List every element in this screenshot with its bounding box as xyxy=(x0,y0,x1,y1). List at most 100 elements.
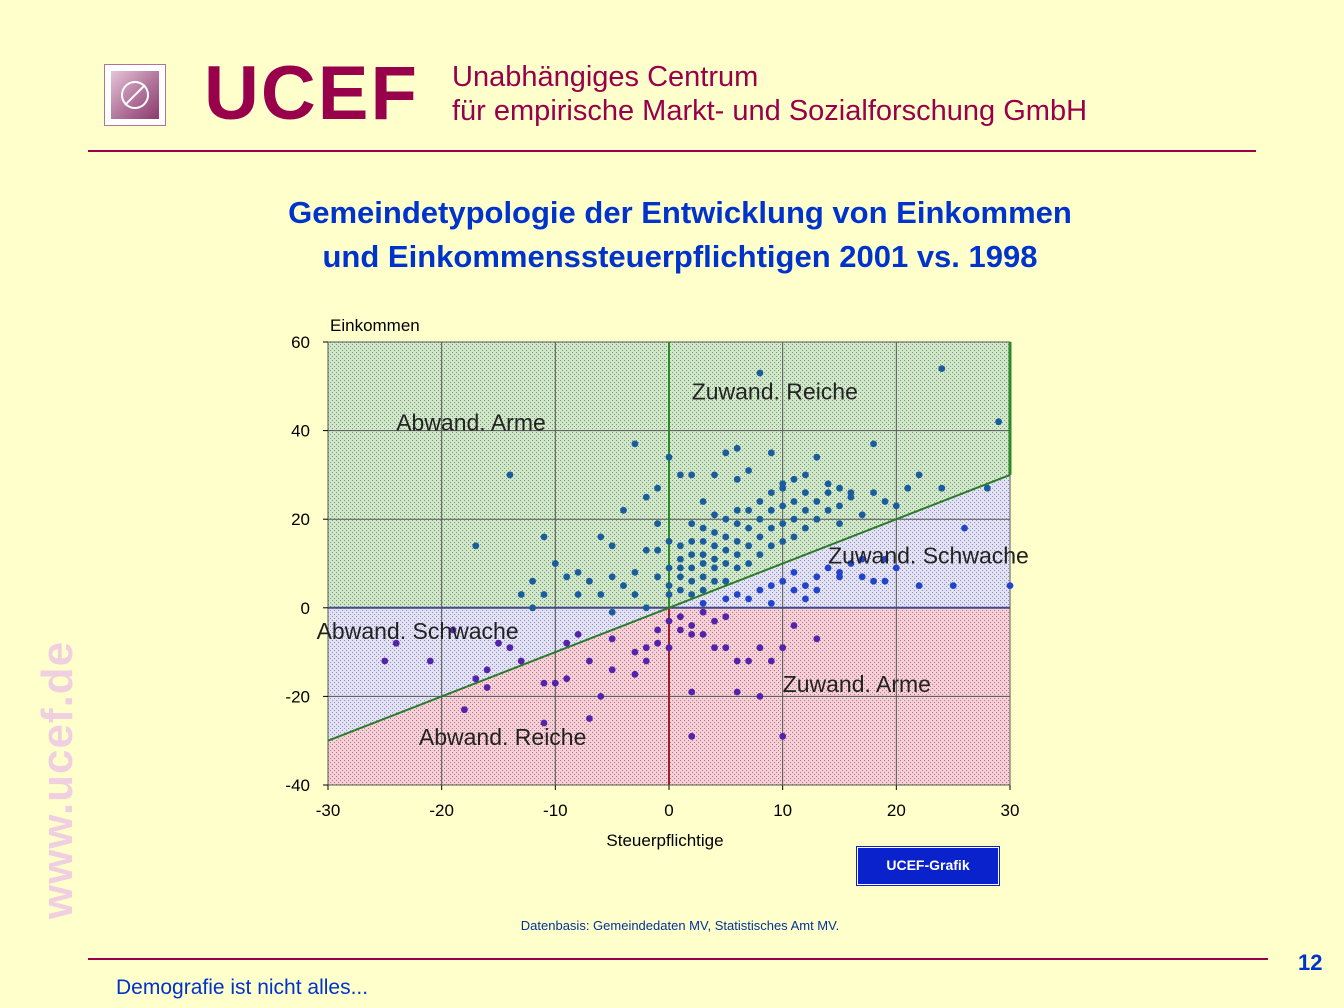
data-point xyxy=(688,591,696,598)
data-point xyxy=(631,670,639,678)
header-divider xyxy=(88,150,1256,152)
footer-text: Demografie ist nicht alles... xyxy=(116,976,369,999)
data-point xyxy=(551,679,559,687)
zone-label: Zuwand. Arme xyxy=(783,671,931,697)
x-tick-label: 10 xyxy=(773,801,792,820)
data-point xyxy=(733,444,741,452)
data-point xyxy=(790,569,798,576)
data-point xyxy=(733,520,741,527)
data-point xyxy=(540,719,548,727)
data-point xyxy=(631,648,639,656)
data-point xyxy=(756,586,764,594)
data-point xyxy=(847,560,855,567)
data-point xyxy=(654,484,661,492)
data-point xyxy=(620,582,627,589)
data-point xyxy=(654,626,661,634)
data-point xyxy=(426,657,434,665)
data-point xyxy=(915,582,923,589)
data-point xyxy=(813,515,821,523)
x-tick-label: 20 xyxy=(887,801,906,820)
data-point xyxy=(472,675,480,683)
data-point xyxy=(677,626,684,634)
data-point xyxy=(381,657,389,665)
data-point xyxy=(461,706,468,714)
data-point xyxy=(563,675,571,683)
brand-subtitle-line1: Unabhängiges Centrum xyxy=(452,61,759,93)
data-point xyxy=(495,639,502,647)
y-axis-label: Einkommen xyxy=(330,316,420,335)
data-point xyxy=(767,524,775,532)
data-point xyxy=(733,551,741,558)
data-point xyxy=(733,591,741,598)
data-point xyxy=(699,608,707,616)
data-point xyxy=(813,573,821,581)
data-point xyxy=(631,440,639,448)
data-point xyxy=(745,542,752,550)
data-point xyxy=(688,622,696,629)
data-point xyxy=(665,617,673,625)
data-point xyxy=(711,617,718,625)
data-point xyxy=(756,693,764,700)
page-number: 12 xyxy=(1298,950,1323,975)
data-point xyxy=(870,489,877,496)
data-point xyxy=(892,502,900,510)
ucef-logo-icon xyxy=(104,64,166,126)
brand-subtitle-line2: für empirische Markt- und Sozialforschun… xyxy=(452,95,1088,127)
data-point xyxy=(767,449,775,457)
brand-name: UCEF xyxy=(204,51,419,136)
data-point xyxy=(597,693,605,700)
data-point xyxy=(642,604,650,612)
data-point xyxy=(540,533,548,541)
points-layer xyxy=(381,365,1014,740)
x-tick-label: -30 xyxy=(316,801,341,820)
slide-title-line1: Gemeindetypologie der Entwicklung von Ei… xyxy=(288,195,1072,230)
data-point xyxy=(722,644,730,652)
data-point xyxy=(586,657,593,665)
data-point xyxy=(722,515,730,523)
data-point xyxy=(597,591,605,598)
data-point xyxy=(745,524,752,532)
data-point xyxy=(688,631,696,638)
data-point xyxy=(392,639,400,647)
y-tick-label: -40 xyxy=(285,776,310,795)
data-point xyxy=(540,591,548,598)
data-point xyxy=(756,551,764,558)
data-point xyxy=(529,604,536,612)
data-point xyxy=(631,591,639,598)
data-point xyxy=(802,506,809,514)
data-point xyxy=(995,418,1002,426)
data-point xyxy=(665,644,673,652)
data-point xyxy=(824,480,832,488)
data-point xyxy=(756,369,764,377)
data-point xyxy=(756,515,764,523)
data-point xyxy=(904,484,912,492)
data-point xyxy=(540,679,548,687)
data-point xyxy=(642,546,650,554)
data-point xyxy=(790,622,798,629)
y-tick-label: 0 xyxy=(301,599,310,618)
data-point xyxy=(733,506,741,514)
data-point xyxy=(586,577,593,585)
data-point xyxy=(733,538,741,545)
data-point xyxy=(745,467,752,474)
data-point xyxy=(767,542,775,550)
data-point xyxy=(711,471,718,479)
data-point xyxy=(608,608,616,616)
data-point xyxy=(642,644,650,652)
data-point xyxy=(767,506,775,514)
data-point xyxy=(699,498,707,505)
data-point xyxy=(1006,582,1014,589)
data-point xyxy=(836,484,843,492)
data-point xyxy=(756,533,764,541)
data-point xyxy=(802,489,809,496)
data-point xyxy=(574,631,582,638)
zone-label: Zuwand. Schwache xyxy=(828,543,1029,569)
data-point xyxy=(483,666,491,674)
data-point xyxy=(517,591,525,598)
data-point xyxy=(938,365,946,372)
data-point xyxy=(858,555,866,563)
data-point xyxy=(790,515,798,523)
data-point xyxy=(529,577,536,585)
x-tick-label: 0 xyxy=(664,801,673,820)
data-point xyxy=(699,573,707,581)
